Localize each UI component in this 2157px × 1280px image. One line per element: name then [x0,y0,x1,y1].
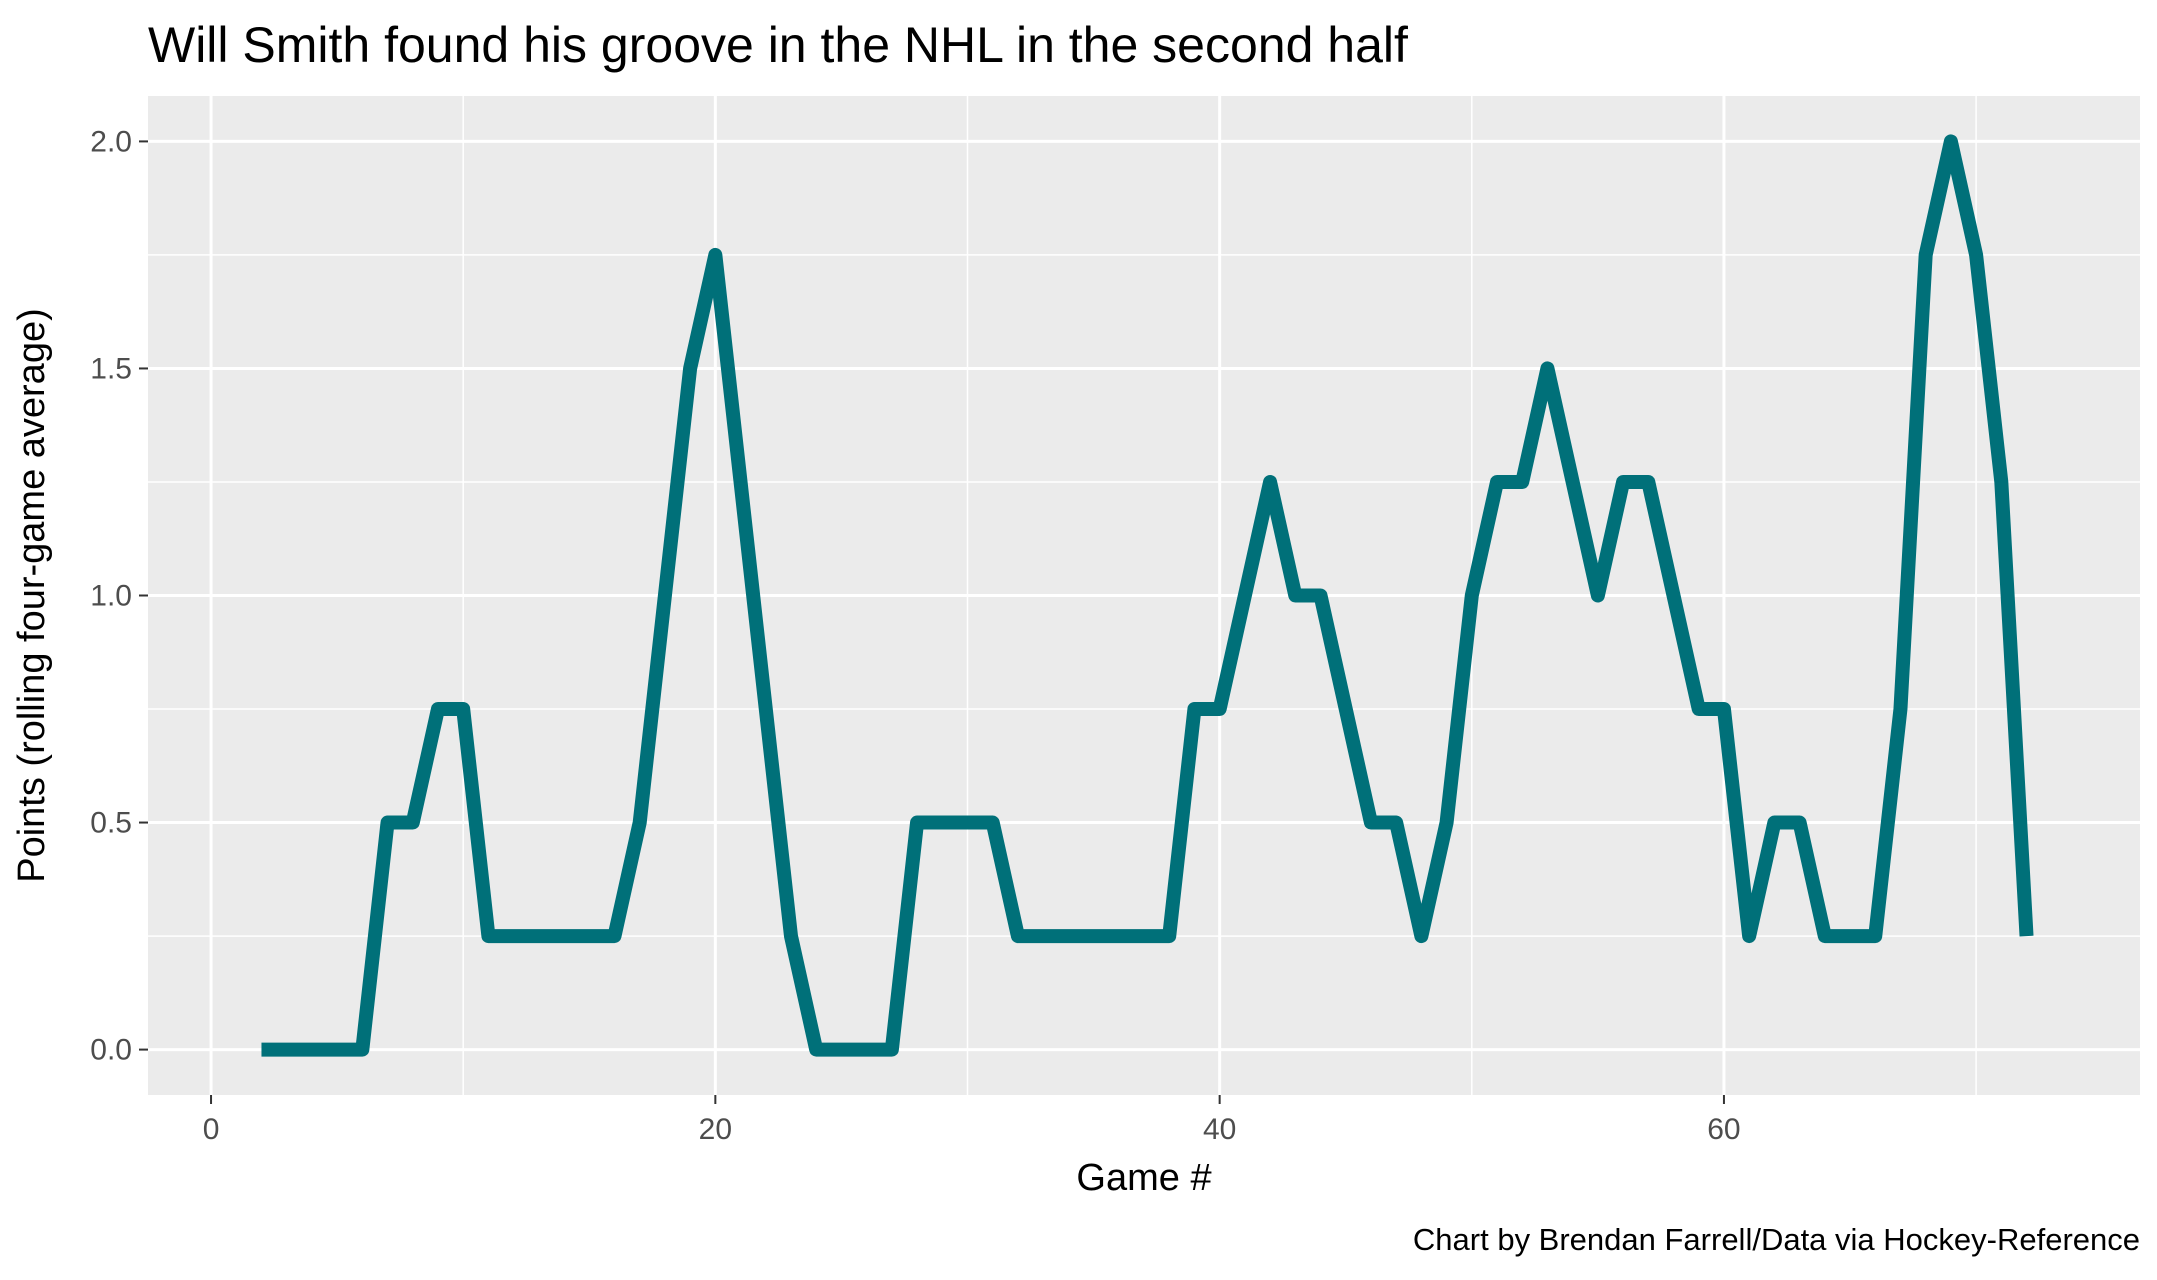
x-tick-label: 60 [1707,1113,1740,1146]
data-point [967,822,968,823]
y-tick-label: 2.0 [90,125,132,158]
data-point [1144,936,1145,937]
chart-title: Will Smith found his groove in the NHL i… [148,17,1408,73]
data-point [942,822,943,823]
data-point [1799,822,1800,823]
data-point [1698,709,1699,710]
data-point [1295,595,1296,596]
data-point [1244,595,1245,596]
data-point [1497,481,1498,482]
data-point [1219,709,1220,710]
data-point [1320,595,1321,596]
data-point [437,709,438,710]
data-point [1446,822,1447,823]
x-tick-label: 20 [699,1113,732,1146]
data-point [412,822,413,823]
data-point [664,595,665,596]
series-layer [261,134,2034,1057]
y-tick-label: 1.0 [90,580,132,613]
x-tick-label: 0 [203,1113,220,1146]
y-tick-label: 0.5 [90,807,132,840]
data-point [841,1049,842,1050]
y-tick-label: 1.5 [90,352,132,385]
data-point [1623,481,1624,482]
data-point [387,822,388,823]
data-point [1522,481,1523,482]
data-point [765,709,766,710]
data-point [1396,822,1397,823]
data-point [1976,254,1977,255]
data-point [513,936,514,937]
data-point [1270,481,1271,482]
data-point [1875,936,1876,937]
data-point [1194,709,1195,710]
data-point [1093,936,1094,937]
data-point [1900,709,1901,710]
data-point [1950,141,1951,142]
data-point [311,1049,312,1050]
data-point [488,936,489,937]
data-point [589,936,590,937]
data-point [1572,481,1573,482]
data-point [1370,822,1371,823]
data-point [2001,481,2002,482]
data-point [1925,254,1926,255]
data-point [1345,709,1346,710]
data-point [362,1049,363,1050]
data-point [740,481,741,482]
data-point [1673,595,1674,596]
chart-caption: Chart by Brendan Farrell/Data via Hockey… [1413,1222,2140,1257]
x-axis-title: Game # [1076,1157,1211,1199]
data-point [866,1049,867,1050]
y-axis: 0.0 0.5 1.0 1.5 2.0 [90,125,148,1067]
data-point [816,1049,817,1050]
data-point [1749,936,1750,937]
data-point [337,1049,338,1050]
data-point [564,936,565,937]
x-axis: 0 20 40 60 [203,1095,1741,1146]
data-point [286,1049,287,1050]
y-axis-title: Points (rolling four-game average) [11,308,53,883]
data-point [639,822,640,823]
data-point [1824,936,1825,937]
data-point [1597,595,1598,596]
data-point [614,936,615,937]
data-point [1648,481,1649,482]
series-line [261,134,2034,1057]
data-point [1118,936,1119,937]
data-point [917,822,918,823]
data-point [1471,595,1472,596]
data-point [992,822,993,823]
data-point [1850,936,1851,937]
data-point [1421,936,1422,937]
data-point [1547,368,1548,369]
data-point [1068,936,1069,937]
y-tick-label: 0.0 [90,1034,132,1067]
data-point [463,709,464,710]
x-tick-label: 40 [1203,1113,1236,1146]
data-point [1169,936,1170,937]
data-point [891,1049,892,1050]
data-point [715,254,716,255]
data-point [1017,936,1018,937]
data-point [1723,709,1724,710]
data-point [261,1049,262,1050]
data-point [2026,936,2027,937]
data-point [538,936,539,937]
data-point [690,368,691,369]
data-point [790,936,791,937]
data-point [1043,936,1044,937]
data-point [1774,822,1775,823]
